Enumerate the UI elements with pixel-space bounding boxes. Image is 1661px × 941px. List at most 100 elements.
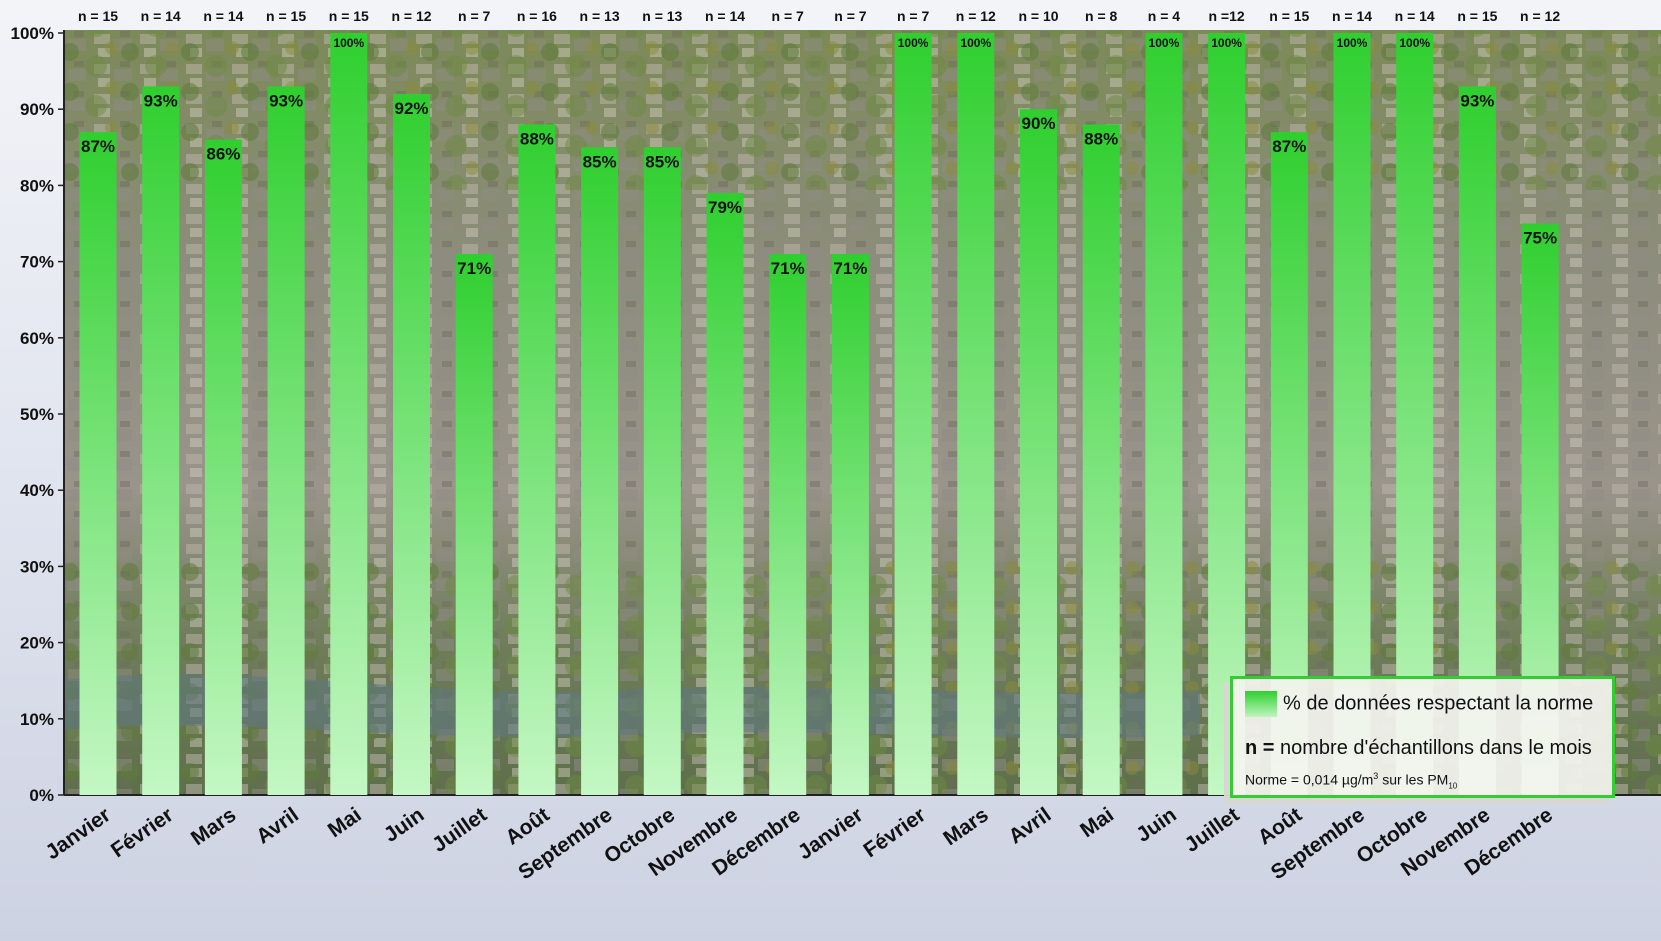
bar bbox=[1396, 33, 1434, 795]
value-label: 87% bbox=[81, 137, 115, 156]
y-tick-label: 70% bbox=[20, 253, 54, 272]
y-tick-label: 20% bbox=[20, 634, 54, 653]
legend-swatch bbox=[1245, 691, 1277, 717]
value-label: 90% bbox=[1021, 114, 1055, 133]
value-label: 71% bbox=[771, 259, 805, 278]
n-label: n = 12 bbox=[391, 8, 431, 24]
bar bbox=[79, 132, 117, 795]
value-label: 88% bbox=[1084, 129, 1118, 148]
value-label: 85% bbox=[583, 152, 617, 171]
n-label: n = 12 bbox=[956, 8, 996, 24]
x-tick-label: Février bbox=[107, 803, 178, 862]
y-tick-label: 40% bbox=[20, 481, 54, 500]
y-axis-ticks: 0% 10% 20% 30% 40% 50% 60% 70% 80% 90% 100% bbox=[11, 24, 64, 805]
n-label: n = 14 bbox=[141, 8, 181, 24]
value-label: 100% bbox=[1149, 36, 1180, 50]
value-label: 93% bbox=[1460, 91, 1494, 110]
value-label: 100% bbox=[1337, 36, 1368, 50]
x-tick-label: Mars bbox=[187, 803, 240, 850]
bar bbox=[330, 33, 368, 795]
value-label: 100% bbox=[898, 36, 929, 50]
n-label: n = 7 bbox=[834, 8, 867, 24]
x-tick-label: Mars bbox=[939, 803, 992, 850]
bar bbox=[643, 147, 681, 796]
value-label: 93% bbox=[269, 91, 303, 110]
x-tick-label: Juin bbox=[380, 803, 429, 847]
value-label: 86% bbox=[206, 145, 240, 164]
n-label: n = 12 bbox=[1520, 8, 1560, 24]
bar bbox=[1145, 33, 1183, 795]
n-label: n = 15 bbox=[266, 8, 306, 24]
n-label: n = 10 bbox=[1018, 8, 1058, 24]
bar bbox=[1020, 109, 1057, 795]
bar bbox=[518, 124, 556, 795]
x-tick-label: Janvier bbox=[41, 803, 114, 864]
legend-series-row: % de données respectant la norme bbox=[1245, 691, 1593, 717]
bar bbox=[393, 93, 430, 795]
y-tick-label: 100% bbox=[11, 24, 54, 43]
bar bbox=[267, 86, 305, 796]
value-labels-group: 87% 93% 86% 93% 100% 92% 71% 88% 85% 85% 79% 71% 71%… bbox=[81, 36, 1557, 278]
bar bbox=[831, 253, 869, 796]
value-label: 71% bbox=[833, 259, 867, 278]
bar bbox=[1208, 33, 1246, 795]
bar bbox=[142, 86, 180, 796]
value-label: 88% bbox=[520, 129, 554, 148]
value-label: 75% bbox=[1523, 229, 1557, 248]
n-label: n = 7 bbox=[897, 8, 930, 24]
bar bbox=[1082, 124, 1120, 795]
y-tick-label: 0% bbox=[29, 786, 54, 805]
legend: % de données respectant la norme n = nom… bbox=[1230, 676, 1615, 798]
y-tick-label: 30% bbox=[20, 557, 54, 576]
y-tick-label: 10% bbox=[20, 710, 54, 729]
value-label: 79% bbox=[708, 198, 742, 217]
n-label: n = 14 bbox=[1332, 8, 1372, 24]
value-label: 85% bbox=[645, 152, 679, 171]
n-label: n = 16 bbox=[517, 8, 557, 24]
bar bbox=[706, 193, 744, 795]
x-tick-label: Février bbox=[859, 803, 930, 862]
value-label: 100% bbox=[1399, 36, 1430, 50]
x-tick-label: Janvier bbox=[794, 803, 867, 864]
value-label: 71% bbox=[457, 259, 491, 278]
legend-norme-row: Norme = 0,014 µg/m3 sur les PM10 bbox=[1245, 771, 1457, 790]
n-label: n = 14 bbox=[203, 8, 243, 24]
legend-norme-sub: 10 bbox=[1448, 781, 1458, 791]
x-tick-label: Mai bbox=[1076, 803, 1118, 842]
n-labels-group: n = 15 n = 14 n = 14 n = 15 n = 15 n = 12 n = … bbox=[78, 8, 1560, 24]
bars-group bbox=[79, 33, 1559, 796]
n-label: n = 4 bbox=[1148, 8, 1181, 24]
n-label: n = 7 bbox=[772, 8, 805, 24]
bar bbox=[769, 253, 807, 796]
legend-n-text: nombre d'échantillons dans le mois bbox=[1280, 737, 1592, 759]
n-label: n =12 bbox=[1208, 8, 1244, 24]
value-label: 92% bbox=[394, 99, 428, 118]
x-tick-label: Juillet bbox=[1181, 803, 1244, 857]
bar bbox=[1333, 33, 1371, 795]
legend-norme-sup: 3 bbox=[1373, 771, 1379, 781]
value-label: 87% bbox=[1272, 137, 1306, 156]
n-label: n = 13 bbox=[580, 8, 620, 24]
n-label: n = 14 bbox=[1395, 8, 1435, 24]
x-tick-label: Juin bbox=[1132, 803, 1181, 847]
y-tick-label: 50% bbox=[20, 405, 54, 424]
n-label: n = 7 bbox=[458, 8, 491, 24]
y-tick-label: 90% bbox=[20, 100, 54, 119]
n-label: n = 13 bbox=[642, 8, 682, 24]
n-label: n = 8 bbox=[1085, 8, 1118, 24]
x-tick-label: Avril bbox=[252, 803, 303, 848]
n-label: n = 14 bbox=[705, 8, 745, 24]
legend-norme-mid: sur les PM bbox=[1382, 771, 1449, 788]
bar bbox=[204, 139, 242, 795]
legend-n-row: n = nombre d'échantillons dans le mois bbox=[1245, 737, 1592, 760]
x-tick-label: Avril bbox=[1005, 803, 1056, 848]
legend-series-label: % de données respectant la norme bbox=[1283, 692, 1594, 715]
y-tick-label: 80% bbox=[20, 176, 54, 195]
value-label: 93% bbox=[144, 91, 178, 110]
bar bbox=[957, 33, 995, 795]
value-label: 100% bbox=[1211, 36, 1242, 50]
n-label: n = 15 bbox=[78, 8, 118, 24]
legend-n-bold: n = bbox=[1245, 737, 1275, 759]
value-label: 100% bbox=[960, 36, 991, 50]
